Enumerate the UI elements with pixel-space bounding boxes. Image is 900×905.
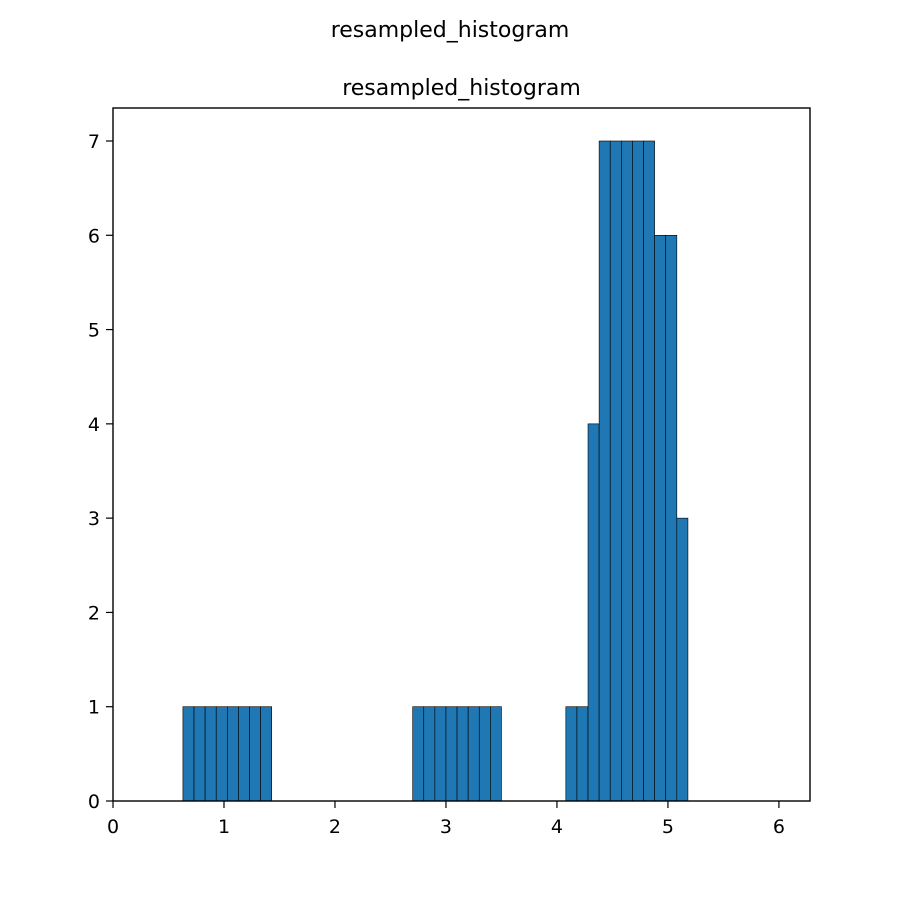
histogram-bar-18 xyxy=(587,423,600,802)
y-tick-label-7: 7 xyxy=(88,131,100,153)
histogram-bar-6 xyxy=(249,706,261,802)
histogram-bar-3 xyxy=(215,706,228,802)
histogram-bar-9 xyxy=(423,706,436,802)
x-tick-label-1: 1 xyxy=(218,816,230,838)
x-tick-label-0: 0 xyxy=(107,816,119,838)
x-tick-label-5: 5 xyxy=(662,816,674,838)
histogram-bar-13 xyxy=(467,706,480,802)
histogram-bar-11 xyxy=(445,706,458,802)
histogram-bar-16 xyxy=(565,706,578,802)
y-tick-label-4: 4 xyxy=(88,414,100,436)
histogram-bar-8 xyxy=(412,706,425,802)
axes-frame xyxy=(112,107,811,802)
histogram-bar-12 xyxy=(456,706,469,802)
histogram-bar-14 xyxy=(478,706,491,802)
histogram-bar-22 xyxy=(632,140,644,802)
histogram-bar-4 xyxy=(227,706,239,802)
y-tick-label-0: 0 xyxy=(88,791,100,813)
histogram-bar-15 xyxy=(490,706,502,802)
figure-suptitle: resampled_histogram xyxy=(331,18,570,43)
histogram-bar-24 xyxy=(654,234,667,802)
histogram-bar-7 xyxy=(260,706,273,802)
histogram-bar-25 xyxy=(665,234,678,802)
histogram-bar-23 xyxy=(643,140,655,802)
histogram-bar-19 xyxy=(598,140,611,802)
histogram-bar-10 xyxy=(434,706,447,802)
histogram-bar-0 xyxy=(182,706,195,802)
y-tick-label-3: 3 xyxy=(88,508,100,530)
y-axis-ticks: 0 1 2 3 4 5 6 7 xyxy=(88,131,113,813)
y-tick-label-5: 5 xyxy=(88,320,100,342)
x-tick-label-6: 6 xyxy=(773,816,785,838)
histogram-bar-2 xyxy=(204,706,217,802)
histogram-bar-5 xyxy=(238,706,250,802)
histogram-bar-21 xyxy=(621,140,633,802)
histogram-bar-26 xyxy=(676,517,689,802)
x-tick-label-4: 4 xyxy=(551,816,563,838)
x-tick-label-3: 3 xyxy=(440,816,452,838)
x-tick-label-2: 2 xyxy=(329,816,341,838)
bars-group xyxy=(182,140,689,802)
y-tick-label-2: 2 xyxy=(88,602,100,624)
histogram-bar-17 xyxy=(576,706,589,802)
histogram-bar-20 xyxy=(609,140,622,802)
histogram-bar-1 xyxy=(193,706,206,802)
y-tick-label-1: 1 xyxy=(88,697,100,719)
x-axis-ticks: 0 1 2 3 4 5 6 xyxy=(107,801,785,838)
axes-title: resampled_histogram xyxy=(342,76,581,101)
y-tick-label-6: 6 xyxy=(88,225,100,247)
